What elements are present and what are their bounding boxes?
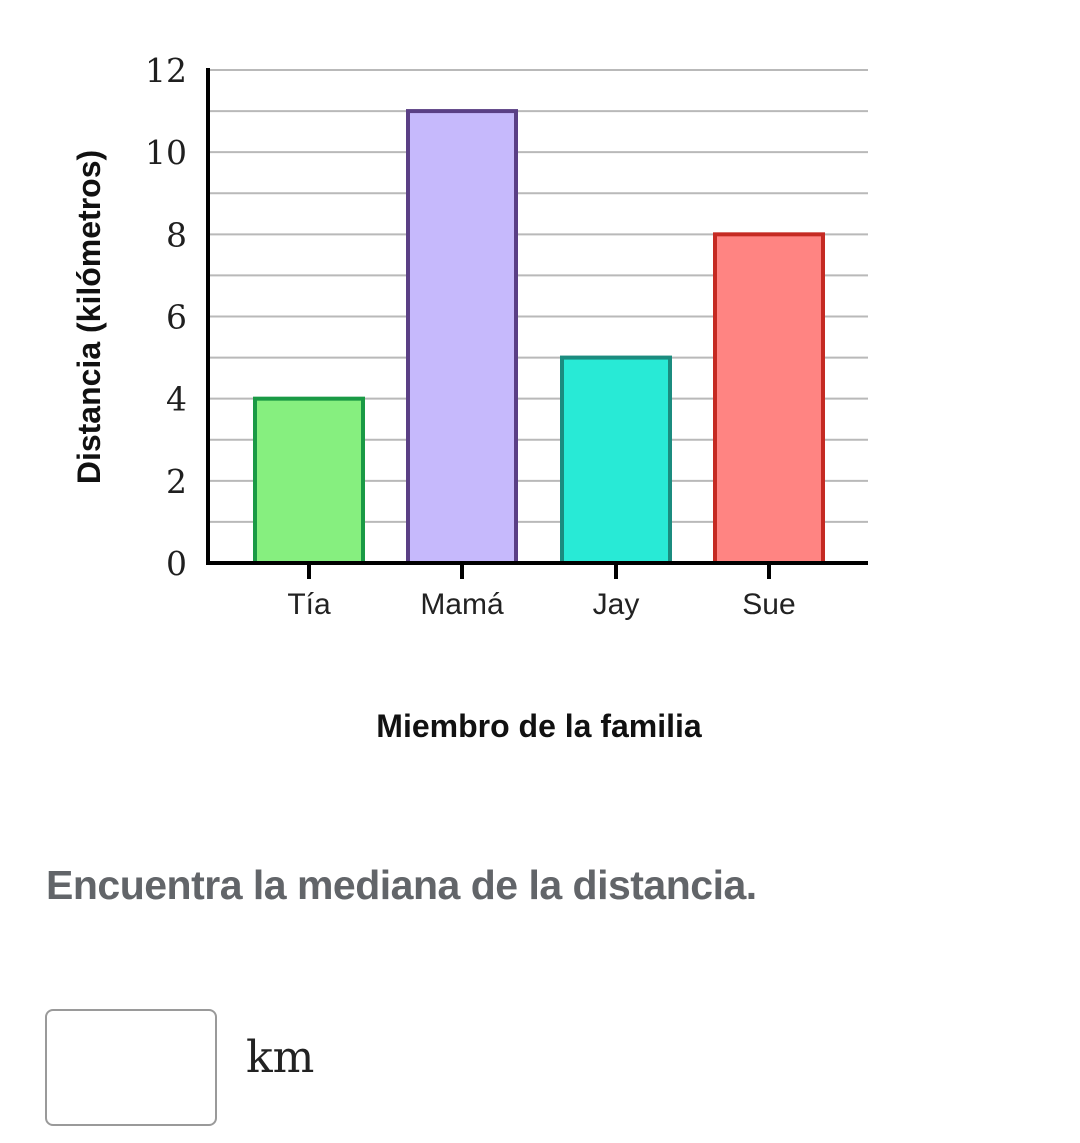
y-tick-label: 0: [166, 544, 187, 583]
bars: [253, 109, 825, 566]
x-tick-marks: Tía Mamá Jay Sue: [287, 563, 796, 621]
y-tick-label: 4: [166, 380, 187, 419]
y-tick-labels: 0 2 4 6 8 10 12: [145, 51, 187, 583]
unit-label: km: [246, 1032, 315, 1083]
x-category-label: Mamá: [420, 588, 504, 621]
y-tick-label: 10: [145, 133, 187, 172]
y-tick-label: 6: [166, 298, 187, 337]
y-tick-label: 12: [145, 51, 187, 90]
bar-jay: [560, 355, 672, 566]
y-axis-title: Distancia (kilómetros): [71, 150, 107, 484]
x-category-label: Tía: [287, 588, 331, 621]
y-tick-label: 8: [166, 215, 187, 254]
question-prompt: Encuentra la mediana de la distancia.: [46, 862, 757, 908]
bar-sue: [713, 232, 825, 565]
bar-tía: [253, 396, 365, 565]
x-category-label: Jay: [593, 588, 640, 621]
bar-chart: 0 2 4 6 8 10 12 Tía Mamá Jay Sue Miembro de la fa…: [71, 51, 868, 744]
axes: [206, 68, 868, 565]
x-axis-title: Miembro de la familia: [376, 708, 702, 744]
y-tick-label: 2: [166, 462, 187, 501]
bar-mamá: [406, 109, 518, 565]
x-category-label: Sue: [742, 588, 795, 621]
answer-input[interactable]: [45, 1009, 217, 1126]
